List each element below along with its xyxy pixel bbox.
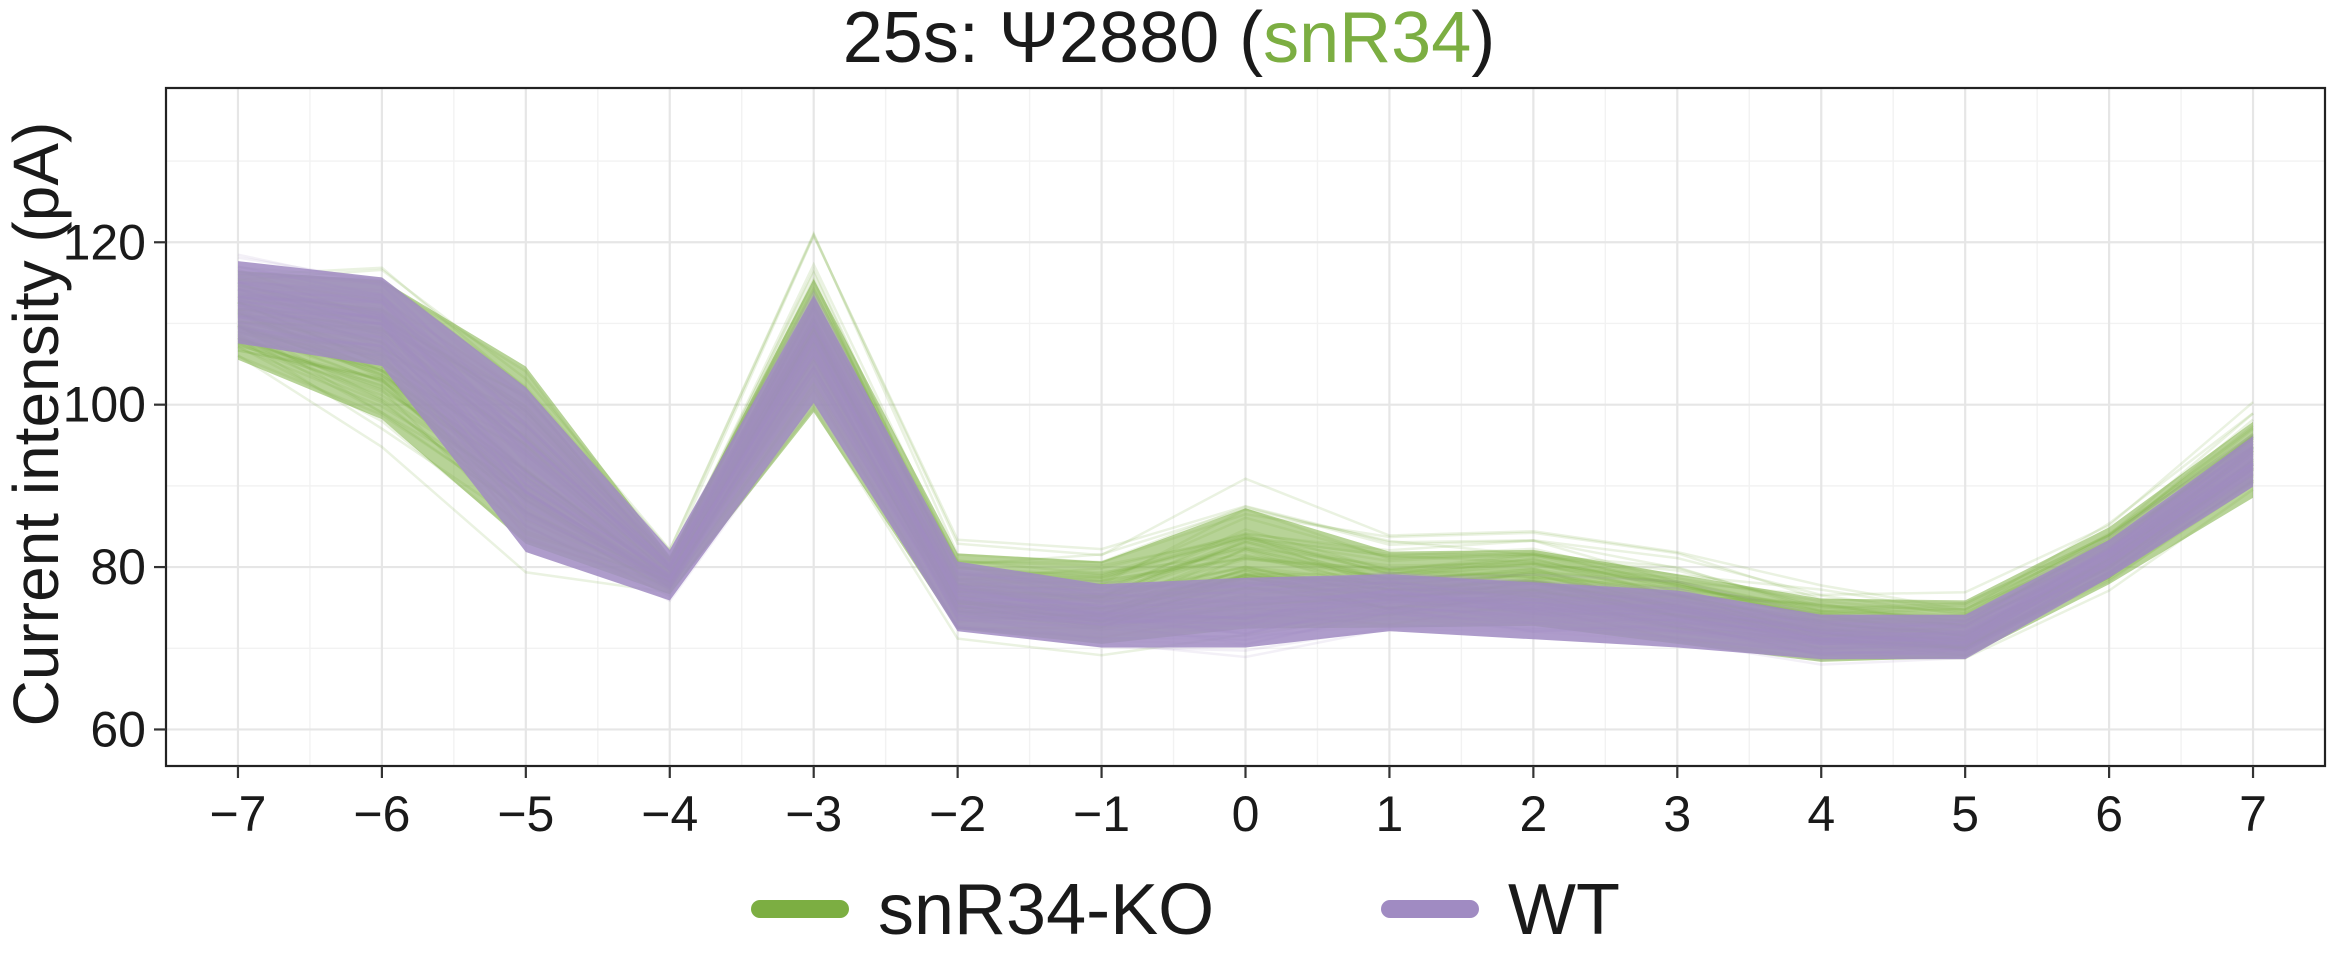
legend-label: WT [1508,870,1620,950]
y-axis: 60 80 100 120 [63,214,166,757]
x-axis: −7 −6 −5 −4 −3 −2 −1 0 1 2 3 4 5 6 7 [209,766,2267,842]
x-tick-label: 1 [1376,786,1404,842]
y-tick-label: 60 [90,701,146,757]
x-tick-label: −4 [641,786,698,842]
y-tick-label: 80 [90,539,146,595]
title-part-0: 25s: Ψ2880 ( [843,0,1263,78]
x-tick-label: 0 [1232,786,1260,842]
x-tick-label: 2 [1519,786,1547,842]
x-tick-label: −3 [785,786,842,842]
title-part-1: snR34 [1263,0,1471,78]
chart-title: 25s: Ψ2880 (snR34) [843,0,1496,78]
x-tick-label: 7 [2239,786,2267,842]
grid-lines [166,88,2325,766]
x-tick-label: 3 [1663,786,1691,842]
x-tick-label: 6 [2095,786,2123,842]
x-tick-label: 5 [1951,786,1979,842]
title-part-2: ) [1471,0,1495,78]
x-tick-label: −7 [209,786,266,842]
legend-item-snr34-ko: snR34-KO [751,870,1214,950]
y-tick-label: 120 [63,214,146,270]
x-tick-label: −1 [1073,786,1130,842]
plot-panel [164,86,2327,768]
trace-bundles [237,230,2254,666]
legend-label: snR34-KO [878,870,1214,950]
series-wt [237,253,2254,666]
legend: snR34-KO WT [751,870,1620,950]
x-tick-label: 4 [1807,786,1835,842]
density-band [238,261,2253,660]
y-tick-label: 100 [63,377,146,433]
legend-item-wt: WT [1381,870,1620,950]
x-tick-label: −5 [497,786,554,842]
x-tick-label: −6 [353,786,410,842]
x-tick-label: −2 [929,786,986,842]
y-axis-label: Current intensity (pA) [0,122,72,727]
